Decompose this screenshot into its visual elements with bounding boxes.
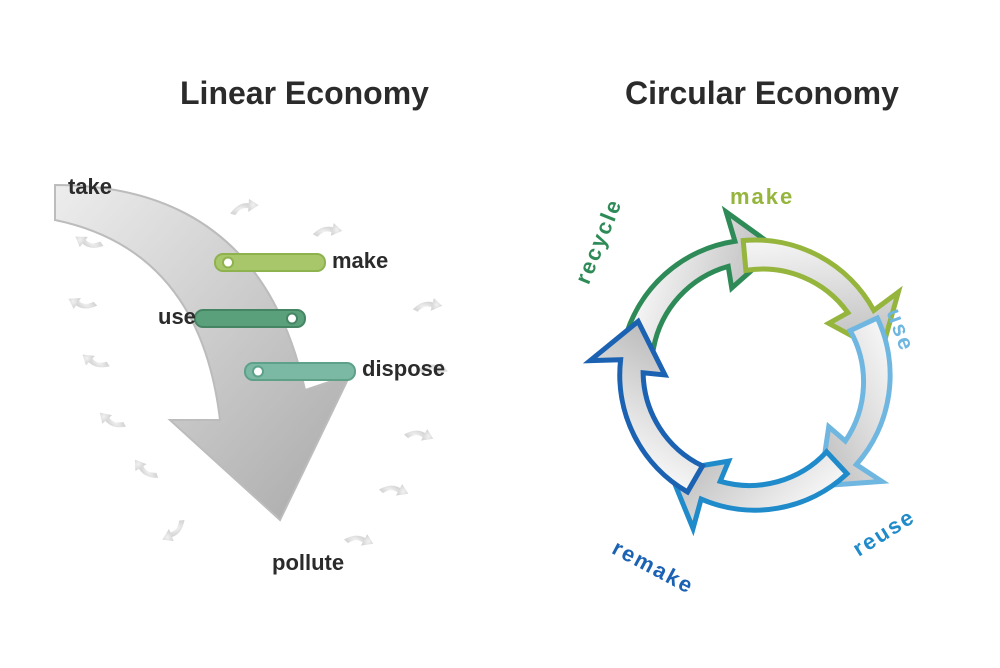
label-pollute: pollute: [272, 550, 344, 576]
main-arrow: [55, 185, 350, 520]
economy-diagram: { "canvas":{"width":1000,"height":668,"b…: [0, 0, 1000, 668]
label-use: use: [158, 304, 196, 330]
circular-title: Circular Economy: [625, 75, 899, 112]
label-dispose: dispose: [362, 356, 445, 382]
pill-make: [215, 254, 325, 271]
linear-title: Linear Economy: [180, 75, 429, 112]
label-c-make: make: [730, 184, 794, 210]
pill-dispose: [245, 363, 355, 380]
pill-use: [195, 310, 305, 327]
label-take: take: [68, 174, 112, 200]
label-make: make: [332, 248, 388, 274]
